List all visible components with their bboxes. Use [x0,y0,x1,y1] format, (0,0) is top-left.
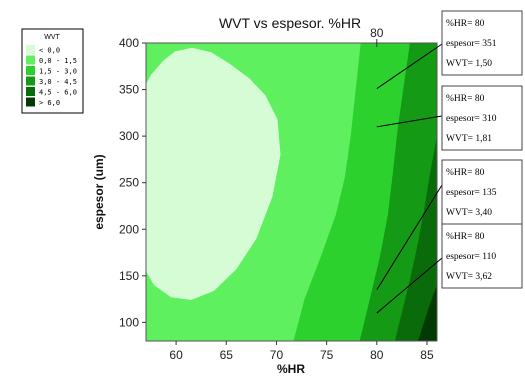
reference-label: 80 [370,26,384,40]
annotation-leader [376,43,443,90]
annotation-hr: %HR= 80 [446,168,485,178]
legend-label: 4,5 - 6,0 [39,89,77,97]
x-tick-label: 85 [420,348,434,362]
annotation-leader [376,115,443,128]
legend-swatch [26,76,35,86]
x-axis-label: %HR [277,362,305,376]
band-above-4_5 [394,136,437,341]
annotation-espesor: espesor= 310 [446,114,497,124]
legend-swatch [26,66,35,75]
annotation-espesor: espesor= 135 [446,188,497,198]
y-tick-label: 250 [119,176,139,190]
plot-frame [145,42,438,342]
legend-label: 0,0 - 1,5 [39,57,77,65]
annotation-espesor: espesor= 351 [446,39,497,49]
annotation: %HR= 80 espesor= 135 WVT= 3,40 [376,159,523,291]
legend-swatch [26,55,35,65]
annotation-leader [376,184,443,291]
annotation-espesor: espesor= 110 [446,252,496,262]
x-tick-label: 65 [220,348,234,362]
y-tick-label: 100 [119,315,139,329]
x-tick-label: 70 [270,348,284,362]
y-axis-label: espesor (um) [92,154,106,229]
annotation-wvt: WVT= 3,62 [446,272,492,282]
legend-label: < 0,0 [39,47,60,55]
annotation-box [441,10,523,76]
annotation-box [441,85,523,151]
y-tick-label: 200 [119,222,139,236]
annotation: %HR= 80 espesor= 351 WVT= 1,50 [376,10,523,90]
x-tick-label: 60 [169,348,183,362]
annotation-hr: %HR= 80 [446,94,485,104]
y-tick-label: 150 [119,269,139,283]
band-above-6 [417,285,437,341]
y-tick-label: 300 [119,129,139,143]
axes: 80 60 65 70 75 80 85 100 150 200 250 300 350 400 [119,26,434,362]
annotation-wvt: WVT= 1,81 [446,134,492,144]
annotation: %HR= 80 espesor= 310 WVT= 1,81 [376,85,523,151]
legend-swatch [26,97,35,107]
annotations: %HR= 80 espesor= 351 WVT= 1,50 %HR= 80 espes… [376,10,523,314]
annotation-hr: %HR= 80 [446,19,485,29]
annotation-leader [376,257,443,314]
annotation: %HR= 80 espesor= 110 WVT= 3,62 [376,223,523,314]
legend-label: 3,0 - 4,5 [39,78,77,86]
y-tick-label: 400 [119,36,139,50]
y-tick-label: 350 [119,83,139,97]
legend-label: > 6,0 [39,99,60,107]
plot-area [146,43,437,341]
annotation-box [441,223,523,289]
annotation-box [441,159,523,225]
legend-swatch [26,45,35,54]
legend-title: WVT [44,34,60,41]
annotation-hr: %HR= 80 [446,232,485,242]
chart-title: WVT vs espesor. %HR [219,15,361,31]
band-below-0 [146,47,281,300]
annotation-wvt: WVT= 1,50 [446,59,492,69]
x-tick-label: 80 [370,348,384,362]
x-tick-label: 75 [320,348,334,362]
legend: WVT < 0,0 0,0 - 1,5 1,5 - 3,0 3,0 - 4,5 4,5 -… [21,28,84,114]
annotation-wvt: WVT= 3,40 [446,208,492,218]
legend-label: 1,5 - 3,0 [39,68,77,76]
legend-swatch [26,87,35,96]
